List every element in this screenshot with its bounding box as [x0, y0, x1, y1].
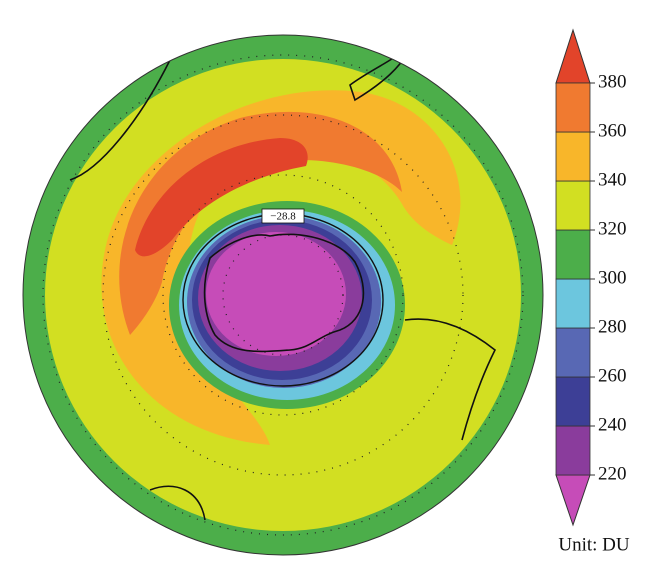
band — [206, 232, 346, 356]
coastline — [149, 485, 206, 521]
coastline — [69, 59, 171, 181]
map-disk — [23, 35, 543, 555]
annotation: −28.8 — [270, 211, 296, 223]
unit-label: Unit: DU — [558, 534, 630, 555]
grid-circle — [42, 54, 524, 536]
colorbar-over — [555, 28, 591, 84]
colorbar-tick-label: 240 — [598, 414, 627, 435]
colorbar-tick-label: 280 — [598, 316, 627, 337]
colorbar-bin — [555, 131, 591, 182]
colorbar-bin — [555, 82, 591, 133]
colorbar-tick-label: 220 — [598, 463, 627, 484]
coastline — [203, 233, 365, 353]
colorbar-tick-label: 300 — [598, 267, 627, 288]
colorbar-under — [555, 474, 591, 527]
grid-circle — [102, 114, 464, 476]
colorbar-tick-label: 340 — [598, 169, 627, 190]
grid-circle — [162, 174, 404, 416]
colorbar-tick-label: 320 — [598, 218, 627, 239]
band — [119, 111, 402, 335]
colorbar-bin — [555, 180, 591, 231]
colorbar-bin — [555, 327, 591, 378]
colorbar-tick-label: 360 — [598, 120, 627, 141]
colorbar-bin — [555, 278, 591, 329]
band — [135, 138, 308, 257]
coastline — [404, 318, 497, 441]
colorbar-bin — [555, 229, 591, 280]
colorbar-tick-label: 260 — [598, 365, 627, 386]
grid-circle — [222, 234, 344, 356]
map-border — [22, 34, 544, 556]
annotation-box — [261, 208, 305, 224]
colorbar-bin — [555, 376, 591, 427]
colorbar-bin — [555, 425, 591, 476]
colorbar-tick-label: 380 — [598, 71, 627, 92]
